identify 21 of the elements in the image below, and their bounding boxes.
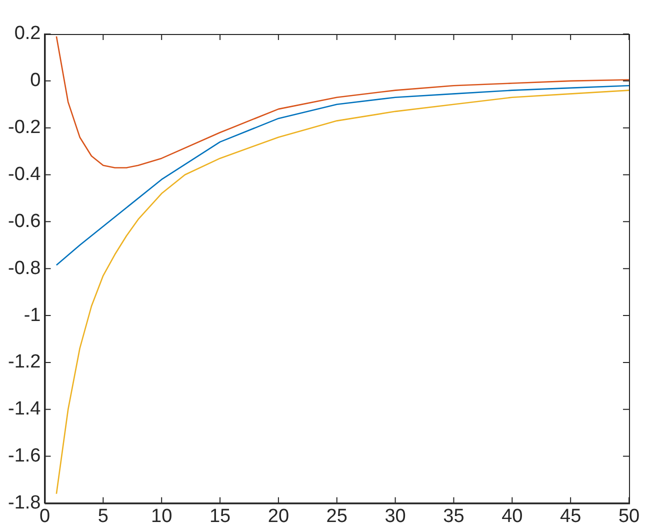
y-tick-label: -1 <box>24 304 41 326</box>
y-tick-label: -0.6 <box>8 210 41 232</box>
y-tick-label: -0.4 <box>8 164 42 185</box>
x-tick-label: 45 <box>560 506 582 527</box>
y-tick-label: 0.2 <box>14 23 41 44</box>
x-tick-label: 35 <box>443 506 464 527</box>
x-tick-label: 20 <box>268 506 290 527</box>
y-tick-label: -0.2 <box>8 117 41 138</box>
x-tick-label: 40 <box>502 506 523 527</box>
x-tick-label: 30 <box>384 506 406 527</box>
x-tick-label: 15 <box>209 506 231 527</box>
y-tick-label: -1.2 <box>8 352 41 373</box>
x-tick-label: 5 <box>98 506 108 527</box>
x-tick-label: 50 <box>618 506 640 527</box>
y-tick-label: -1.6 <box>8 446 41 467</box>
x-tick-label: 25 <box>326 506 348 527</box>
x-tick-label: 10 <box>151 506 172 527</box>
y-tick-label: 0 <box>30 70 41 92</box>
y-tick-label: -1.4 <box>8 398 42 420</box>
y-tick-label: -1.8 <box>8 492 41 514</box>
y-tick-label: -0.8 <box>8 258 41 279</box>
